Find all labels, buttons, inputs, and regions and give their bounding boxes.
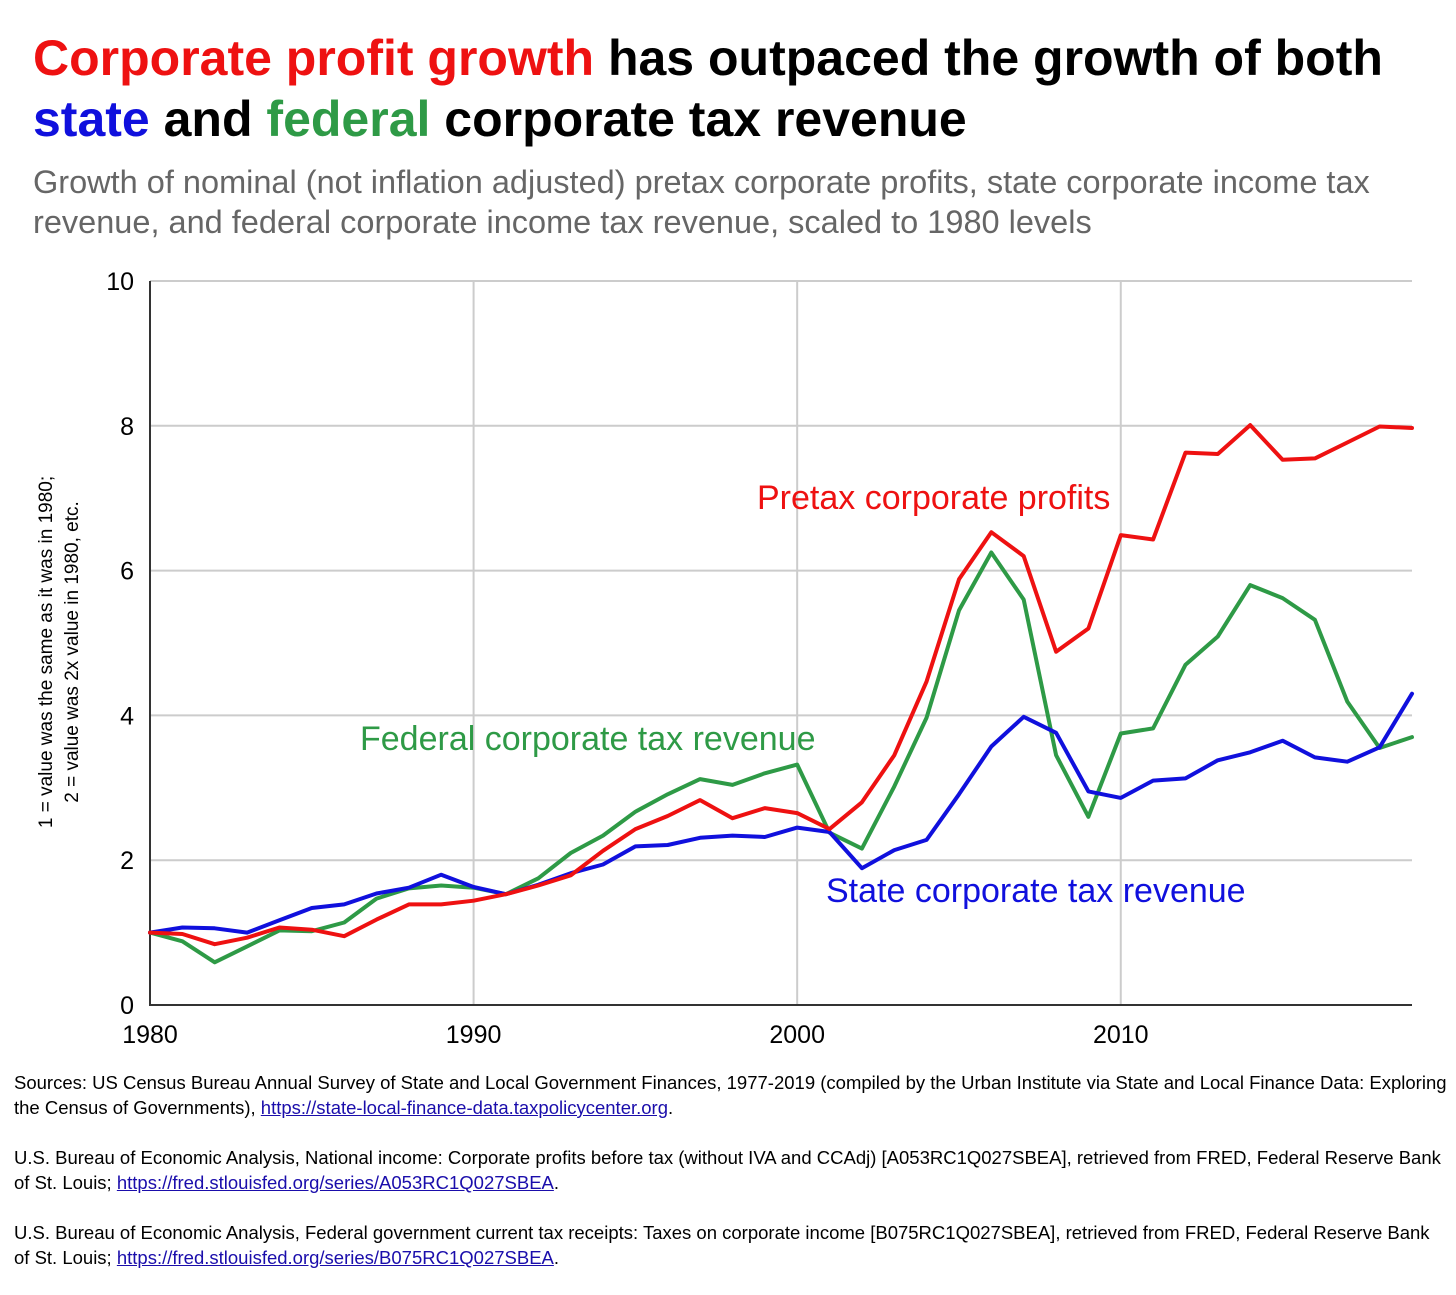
x-tick-label: 2000 xyxy=(769,1021,825,1049)
y-tick-label: 4 xyxy=(120,702,134,730)
title-text: has outpaced the growth of both xyxy=(594,30,1383,86)
series-annotation: State corporate tax revenue xyxy=(826,872,1246,910)
y-tick-label: 0 xyxy=(120,992,134,1020)
source-bea-profits: U.S. Bureau of Economic Analysis, Nation… xyxy=(14,1145,1449,1195)
source-census-text: Sources: US Census Bureau Annual Survey … xyxy=(14,1072,1447,1118)
source-bea-taxes-period: . xyxy=(553,1247,560,1268)
y-tick-label: 6 xyxy=(120,558,134,586)
source-census-period: . xyxy=(668,1097,674,1118)
chart-title: Corporate profit growth has outpaced the… xyxy=(33,28,1443,150)
x-tick-label: 1980 xyxy=(122,1021,178,1049)
y-tick-label: 8 xyxy=(120,413,134,441)
series-annotation: Pretax corporate profits xyxy=(757,479,1110,517)
title-red-phrase: Corporate profit growth xyxy=(33,30,595,86)
sources-block: Sources: US Census Bureau Annual Survey … xyxy=(14,1070,1449,1295)
x-tick-label: 1990 xyxy=(446,1021,502,1049)
source-census: Sources: US Census Bureau Annual Survey … xyxy=(14,1070,1449,1120)
series-line-pretax-corporate-profits xyxy=(148,423,1414,947)
title-text-end: corporate tax revenue xyxy=(430,91,967,147)
source-bea-profits-period: . xyxy=(553,1172,560,1193)
y-tick-label: 2 xyxy=(120,847,134,875)
chart-subtitle: Growth of nominal (not inflation adjuste… xyxy=(33,164,1370,240)
x-tick-label: 2010 xyxy=(1093,1021,1149,1049)
source-bea-taxes-link[interactable]: https://fred.stlouisfed.org/series/B075R… xyxy=(116,1247,554,1268)
line-chart: 0 2 4 6 8 10 1980 1990 2000 2010 1 = value was the… xyxy=(36,268,1414,1049)
title-blue-word: state xyxy=(33,91,150,147)
series-line-federal-corporate-tax-revenue xyxy=(148,550,1414,965)
title-green-word: federal xyxy=(266,91,431,147)
y-axis-label: 1 = value was the same as it was in 1980… xyxy=(36,476,83,828)
source-bea-taxes-text: U.S. Bureau of Economic Analysis, Federa… xyxy=(14,1222,1430,1268)
series-annotation: Federal corporate tax revenue xyxy=(360,720,815,758)
source-bea-profits-link[interactable]: https://fred.stlouisfed.org/series/A053R… xyxy=(116,1172,554,1193)
y-tick-label: 10 xyxy=(106,268,134,296)
source-bea-taxes: U.S. Bureau of Economic Analysis, Federa… xyxy=(14,1220,1449,1270)
source-bea-profits-text: U.S. Bureau of Economic Analysis, Nation… xyxy=(14,1147,1441,1193)
series-line-state-corporate-tax-revenue xyxy=(148,691,1414,935)
title-text-and: and xyxy=(149,91,267,147)
source-census-link[interactable]: https://state-local-finance-data.taxpoli… xyxy=(260,1097,668,1118)
